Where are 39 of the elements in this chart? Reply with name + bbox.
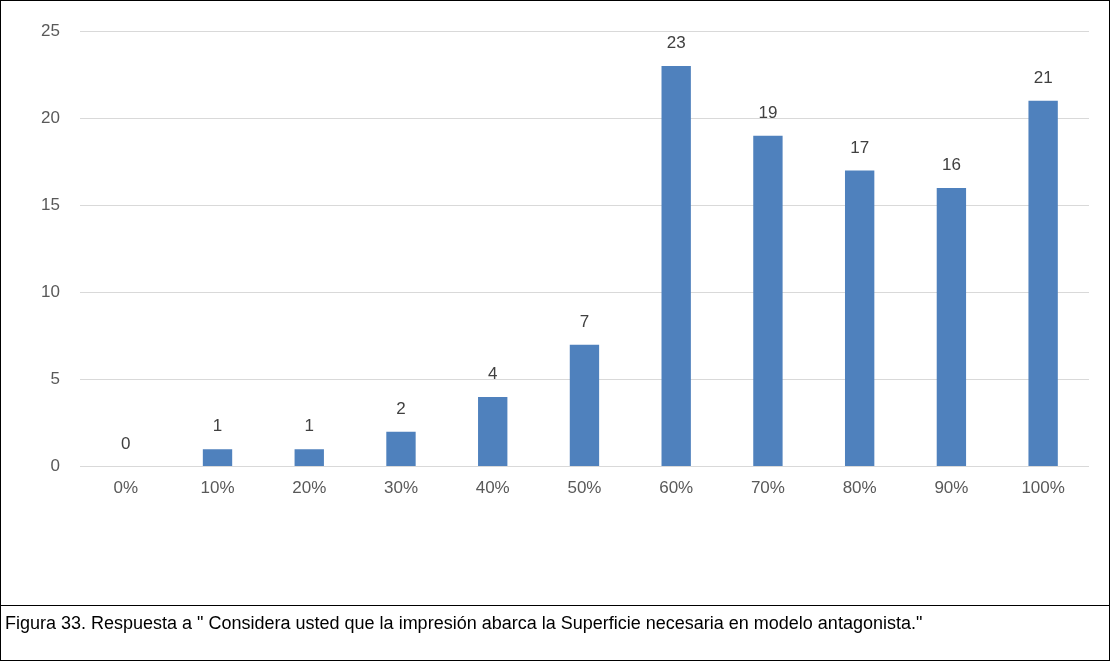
data-label: 1	[212, 416, 223, 436]
x-tick-label: 0%	[113, 478, 139, 498]
data-label: 17	[850, 137, 870, 157]
data-label: 21	[1033, 68, 1053, 88]
y-tick-label: 10	[40, 282, 60, 302]
y-tick-label: 15	[40, 195, 60, 215]
data-label: 2	[396, 398, 406, 418]
data-label: 1	[304, 416, 314, 436]
bar	[753, 135, 783, 467]
data-label: 7	[579, 311, 590, 331]
data-label: 0	[121, 433, 131, 453]
data-label: 16	[941, 155, 961, 175]
bar	[661, 66, 691, 467]
x-tick-label: 40%	[475, 478, 510, 498]
x-tick-label: 100%	[1021, 478, 1065, 498]
x-tick-label: 90%	[934, 478, 969, 498]
data-label: 19	[758, 102, 778, 122]
data-label: 23	[666, 33, 686, 53]
bar	[202, 449, 233, 467]
x-tick-label: 60%	[659, 478, 694, 498]
bar	[1028, 100, 1058, 467]
y-tick-label: 0	[50, 456, 60, 476]
x-tick-label: 80%	[842, 478, 877, 498]
bar	[844, 170, 875, 467]
text: Figura 33. Respuesta a " Considera usted que la impresión abarca la Superficie necesaria en modelo antagonista."	[5, 612, 924, 634]
bar	[294, 449, 324, 467]
y-tick-label: 20	[40, 107, 60, 127]
data-label: 4	[487, 364, 498, 384]
bar	[569, 344, 600, 467]
bar	[936, 187, 967, 467]
x-tick-label: 50%	[567, 478, 602, 498]
y-tick-label: 5	[50, 369, 60, 389]
x-tick-label: 10%	[200, 478, 235, 498]
x-tick-label: 30%	[383, 478, 418, 498]
bar	[386, 431, 416, 467]
y-tick-label: 25	[40, 20, 60, 40]
bar	[478, 396, 508, 467]
x-tick-label: 20%	[292, 478, 327, 498]
x-tick-label: 70%	[750, 478, 785, 498]
